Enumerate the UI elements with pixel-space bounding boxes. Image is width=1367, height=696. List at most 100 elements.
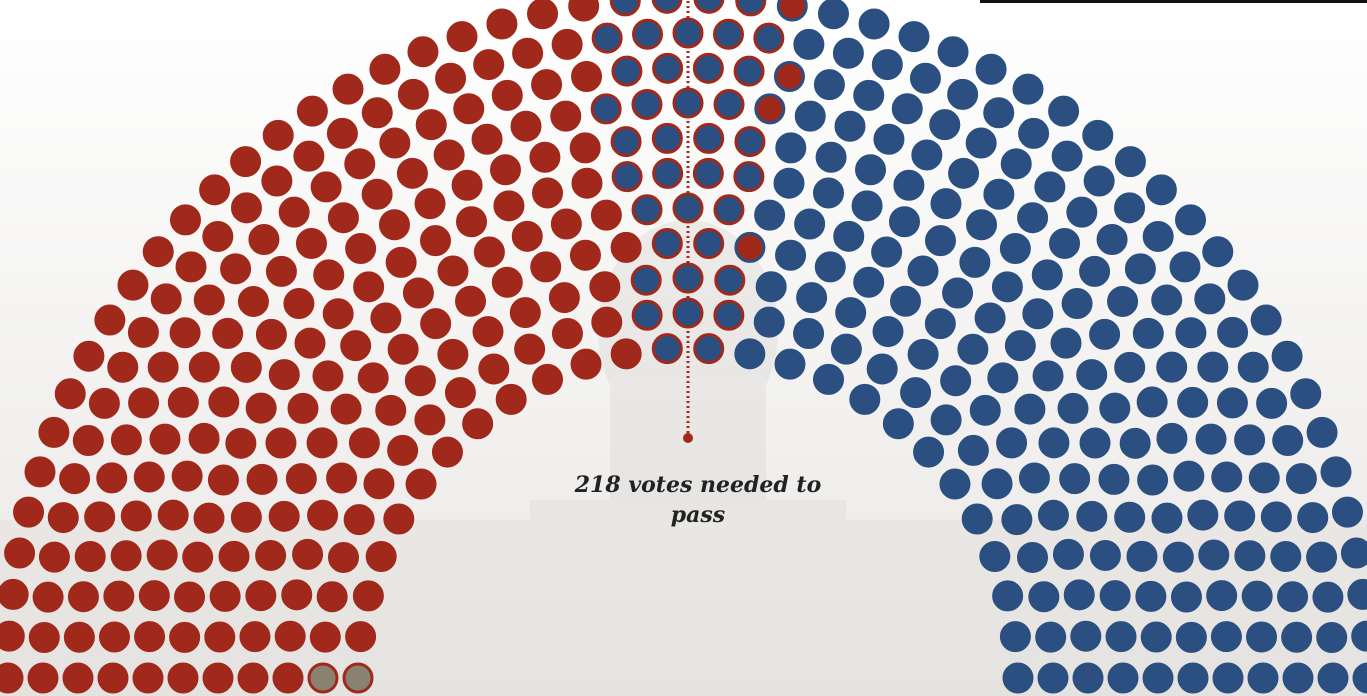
- seat: [775, 62, 803, 90]
- seat: [1318, 624, 1346, 652]
- seat: [834, 39, 862, 67]
- seat: [736, 233, 764, 261]
- seat: [1177, 319, 1205, 347]
- seat: [571, 241, 599, 269]
- seat: [239, 287, 267, 315]
- seat: [222, 255, 250, 283]
- page: {"chart_data": {"type": "parliament", "a…: [0, 0, 1367, 696]
- seat: [1179, 388, 1207, 416]
- seat: [1081, 257, 1109, 285]
- seat: [573, 169, 601, 197]
- seat: [493, 81, 521, 109]
- seat: [184, 543, 212, 571]
- seat: [1189, 501, 1217, 529]
- seat: [977, 55, 1005, 83]
- seat: [136, 623, 164, 651]
- seat: [34, 583, 62, 611]
- seat: [737, 0, 765, 15]
- seat: [276, 622, 304, 650]
- seat: [592, 95, 620, 123]
- seat: [694, 54, 722, 82]
- seat: [1091, 541, 1119, 569]
- seat: [716, 266, 744, 294]
- seat: [815, 71, 843, 99]
- seat: [64, 664, 92, 692]
- seat: [329, 543, 357, 571]
- seat: [350, 429, 378, 457]
- seat: [315, 261, 343, 289]
- seat: [209, 466, 237, 494]
- seat: [890, 208, 918, 236]
- seat: [1100, 465, 1128, 493]
- seat: [385, 505, 413, 533]
- seat: [653, 124, 681, 152]
- seat: [474, 318, 502, 346]
- seat: [1284, 664, 1312, 692]
- seat: [1024, 300, 1052, 328]
- seat: [455, 95, 483, 123]
- seat: [1121, 429, 1149, 457]
- seat: [1144, 664, 1172, 692]
- seat: [439, 340, 467, 368]
- seat: [439, 257, 467, 285]
- seat: [308, 429, 336, 457]
- seat: [674, 299, 702, 327]
- seat: [1039, 501, 1067, 529]
- seat: [294, 540, 322, 568]
- seat: [942, 367, 970, 395]
- seat: [816, 253, 844, 281]
- seat: [529, 0, 557, 28]
- seat: [0, 664, 22, 692]
- seat: [819, 0, 847, 28]
- seat: [534, 179, 562, 207]
- seat: [1308, 543, 1336, 571]
- seat: [1249, 664, 1277, 692]
- seat: [1308, 418, 1336, 446]
- seat: [913, 141, 941, 169]
- seat: [295, 142, 323, 170]
- seat: [96, 306, 124, 334]
- seat: [591, 273, 619, 301]
- seat: [398, 159, 426, 187]
- seat: [171, 319, 199, 347]
- seat: [853, 192, 881, 220]
- seat: [1065, 581, 1093, 609]
- seat: [1314, 583, 1342, 611]
- seat: [513, 222, 541, 250]
- seat: [612, 340, 640, 368]
- seat: [1236, 426, 1264, 454]
- seat: [329, 204, 357, 232]
- seat: [633, 90, 661, 118]
- seat: [1116, 194, 1144, 222]
- seat: [204, 664, 232, 692]
- seat: [112, 542, 140, 570]
- seat: [309, 501, 337, 529]
- seat: [1299, 504, 1327, 532]
- seat: [1091, 320, 1119, 348]
- seat: [516, 335, 544, 363]
- seat: [900, 23, 928, 51]
- seat: [968, 211, 996, 239]
- seat: [1153, 504, 1181, 532]
- seat: [173, 462, 201, 490]
- seat: [1068, 198, 1096, 226]
- seat: [26, 458, 54, 486]
- seat: [695, 124, 723, 152]
- seat: [90, 389, 118, 417]
- seat: [99, 664, 127, 692]
- seat: [190, 353, 218, 381]
- seat: [324, 300, 352, 328]
- seat: [915, 438, 943, 466]
- seat: [475, 51, 503, 79]
- seat: [1081, 429, 1109, 457]
- seat: [1002, 150, 1030, 178]
- seat: [572, 350, 600, 378]
- seat: [950, 159, 978, 187]
- seat: [1196, 285, 1224, 313]
- seat: [795, 319, 823, 347]
- seat: [347, 623, 375, 651]
- seat: [346, 150, 374, 178]
- seat: [1061, 465, 1089, 493]
- seat: [283, 581, 311, 609]
- seat: [1109, 664, 1137, 692]
